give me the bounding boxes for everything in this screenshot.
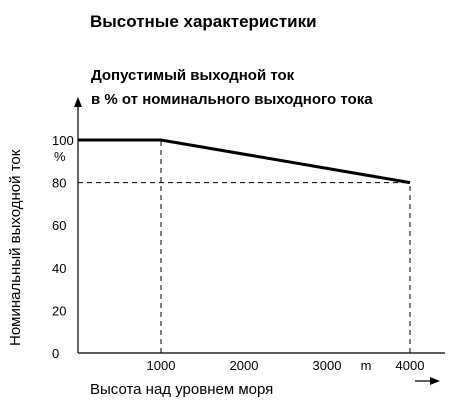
chart-title-line1: Допустимый выходной ток bbox=[91, 67, 295, 84]
y-tick-label: 0 bbox=[52, 346, 59, 361]
page-heading: Высотные характеристики bbox=[90, 12, 317, 31]
x-direction-arrow-head bbox=[430, 377, 440, 385]
series-line-0 bbox=[78, 138, 411, 185]
series-group bbox=[78, 138, 411, 185]
y-tick-label: 20 bbox=[52, 303, 66, 318]
x-unit-label: m bbox=[361, 358, 372, 373]
y-tick-label: 100 bbox=[52, 133, 74, 148]
x-axis-label: Высота над уровнем моря bbox=[90, 381, 273, 398]
x-tick-label: 2000 bbox=[230, 358, 259, 373]
chart-title-line2: в % от номинального выходного тока bbox=[91, 91, 373, 108]
reference-lines bbox=[78, 140, 411, 353]
y-axis-arrow bbox=[74, 97, 82, 107]
y-tick-label: 80 bbox=[52, 176, 66, 191]
x-tick-label: 4000 bbox=[396, 358, 425, 373]
y-tick-label: 60 bbox=[52, 218, 66, 233]
x-tick-label: 3000 bbox=[313, 358, 342, 373]
y-unit-label: % bbox=[54, 149, 66, 164]
tick-labels: 0 20 40 60 80 100% 1000 2000 3000 4000 m bbox=[52, 133, 424, 373]
y-axis-label: Номинальный выходной ток bbox=[7, 149, 24, 346]
y-tick-label: 40 bbox=[52, 261, 66, 276]
axes bbox=[74, 97, 445, 385]
x-tick-label: 1000 bbox=[147, 358, 176, 373]
